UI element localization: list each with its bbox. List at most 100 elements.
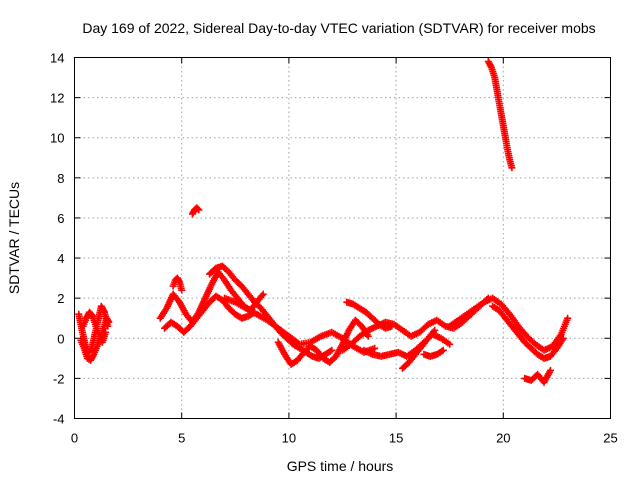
- data-track: [405, 348, 418, 359]
- chart-title: Day 169 of 2022, Sidereal Day-to-day VTE…: [82, 20, 595, 36]
- data-track: [91, 344, 100, 356]
- data-track: [202, 282, 215, 300]
- data-track: [465, 305, 478, 317]
- data-track: [340, 342, 353, 353]
- data-track: [413, 344, 425, 357]
- series-pass-n: [399, 326, 439, 372]
- data-track: [258, 306, 270, 319]
- data-track: [93, 324, 102, 336]
- data-track: [502, 136, 511, 152]
- data-track: [157, 306, 170, 321]
- data-track: [439, 335, 452, 347]
- data-track: [226, 270, 238, 283]
- data-track: [169, 319, 180, 329]
- data-track: [426, 328, 437, 341]
- x-tick-label: 15: [389, 431, 403, 446]
- data-track: [377, 321, 388, 331]
- data-track: [542, 343, 555, 354]
- data-track: [255, 311, 270, 323]
- series-pass-f: [169, 274, 186, 294]
- data-track: [490, 295, 503, 307]
- data-track: [170, 292, 182, 305]
- data-track: [189, 207, 198, 217]
- data-track: [409, 329, 422, 339]
- data-track: [308, 333, 323, 345]
- data-track: [516, 332, 527, 345]
- data-track: [366, 323, 379, 333]
- series-pass-o: [420, 346, 447, 360]
- data-track: [275, 340, 288, 357]
- data-track: [81, 346, 91, 360]
- data-track: [493, 88, 503, 104]
- y-tick-label: -4: [53, 412, 65, 427]
- data-track: [550, 332, 564, 349]
- x-tick-label: 10: [282, 431, 296, 446]
- data-track: [222, 295, 238, 306]
- data-track: [295, 350, 307, 363]
- data-track: [507, 312, 521, 329]
- data-track: [435, 317, 448, 329]
- data-track: [298, 339, 312, 348]
- data-track: [330, 329, 345, 341]
- data-track: [83, 310, 93, 321]
- data-track: [176, 300, 189, 316]
- data-track: [170, 278, 179, 288]
- data-track: [194, 308, 206, 321]
- data-track: [434, 347, 446, 357]
- data-track: [265, 317, 281, 331]
- y-tick-label: 4: [57, 251, 64, 266]
- x-tick-label: 0: [71, 431, 78, 446]
- data-track: [245, 292, 257, 305]
- data-track: [314, 348, 326, 361]
- data-points-layer: [75, 58, 572, 386]
- data-track: [535, 351, 546, 361]
- data-track: [452, 319, 465, 331]
- data-track: [99, 330, 109, 344]
- data-track: [344, 299, 356, 308]
- y-tick-label: -2: [53, 371, 65, 386]
- data-track: [554, 336, 566, 351]
- data-track: [541, 368, 554, 385]
- data-track: [357, 327, 371, 339]
- tick-layer: 0 5 10 15 20 25 -4 -2 0 2 4 6 8 10 12 14: [50, 51, 618, 446]
- data-track: [548, 346, 560, 359]
- data-track: [176, 280, 185, 292]
- data-track: [194, 205, 202, 213]
- data-track: [215, 270, 227, 283]
- data-track: [239, 284, 251, 297]
- data-track: [339, 328, 352, 347]
- data-track: [321, 355, 332, 365]
- y-tick-label: 0: [57, 331, 64, 346]
- data-track: [200, 300, 212, 313]
- data-track: [310, 353, 321, 362]
- series-pass-j: [274, 316, 372, 368]
- data-track: [524, 334, 538, 347]
- data-track: [485, 59, 495, 70]
- series-pass-s: [484, 58, 516, 172]
- data-track: [89, 314, 99, 328]
- y-tick-label: 12: [50, 91, 64, 106]
- data-track: [500, 124, 509, 140]
- data-track: [496, 308, 508, 321]
- data-track: [370, 315, 382, 327]
- series-pass-p: [446, 294, 572, 354]
- data-track: [233, 299, 248, 311]
- data-track: [351, 301, 362, 311]
- data-track: [103, 316, 112, 325]
- data-track: [460, 312, 474, 325]
- data-track: [417, 322, 431, 335]
- x-axis-label: GPS time / hours: [287, 458, 394, 474]
- y-tick-label: 8: [57, 171, 64, 186]
- data-track: [222, 278, 234, 292]
- data-track: [284, 335, 296, 347]
- data-track: [239, 313, 251, 322]
- data-track: [406, 352, 418, 365]
- data-track: [456, 311, 469, 323]
- data-track: [392, 321, 405, 333]
- series-pass-q: [489, 302, 567, 362]
- data-track: [233, 311, 244, 321]
- data-point: [195, 206, 203, 214]
- data-track: [353, 317, 365, 329]
- data-track: [286, 333, 302, 347]
- data-track: [244, 305, 259, 317]
